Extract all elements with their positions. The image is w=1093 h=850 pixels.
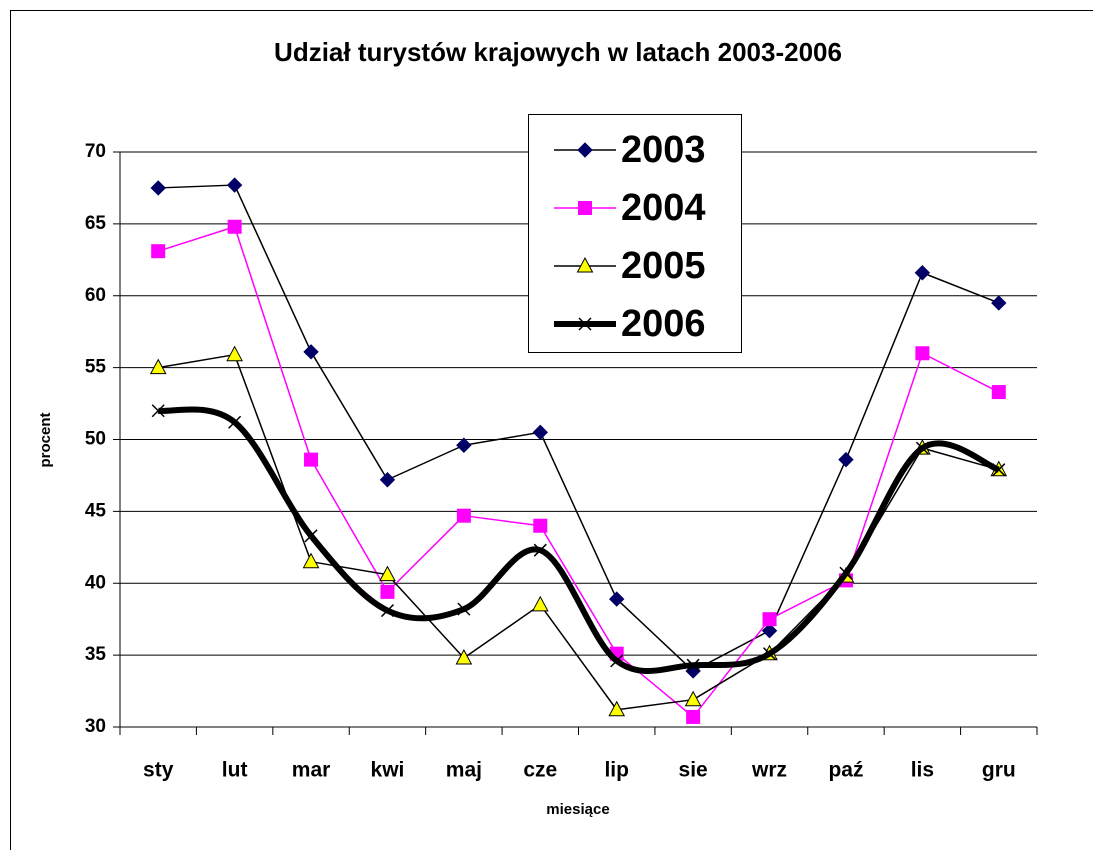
marker <box>302 552 320 569</box>
marker <box>915 346 930 361</box>
marker <box>151 404 165 418</box>
marker <box>457 602 471 616</box>
marker <box>228 415 242 429</box>
marker <box>150 180 166 196</box>
x-tick-label: lis <box>911 759 934 782</box>
x-tick-label: paź <box>828 759 863 782</box>
marker <box>838 451 854 468</box>
marker <box>991 385 1006 400</box>
marker <box>379 565 396 582</box>
x-tick-label: gru <box>982 759 1016 782</box>
marker <box>533 543 547 557</box>
marker <box>226 177 243 193</box>
marker <box>149 358 167 375</box>
series <box>150 177 1007 679</box>
marker <box>304 529 318 543</box>
marker <box>151 244 166 259</box>
chart-title: Udział turystów krajowych w latach 2003-… <box>274 37 842 67</box>
marker <box>576 256 594 273</box>
marker <box>578 317 592 331</box>
y-tick-label: 45 <box>85 500 107 521</box>
marker <box>761 622 778 639</box>
marker <box>455 648 473 665</box>
x-tick-label: sty <box>143 759 174 782</box>
legend-box <box>528 114 742 353</box>
y-axis-label: procent <box>37 412 54 467</box>
y-tick-label: 40 <box>85 572 106 593</box>
marker <box>227 219 242 234</box>
x-tick-label: wrz <box>751 759 787 782</box>
marker <box>532 424 548 441</box>
marker <box>992 463 1006 477</box>
marker <box>610 654 624 668</box>
marker <box>456 437 472 453</box>
marker <box>304 452 319 467</box>
marker <box>577 142 593 158</box>
legend-label: 2004 <box>621 187 706 229</box>
marker <box>531 595 549 612</box>
marker <box>533 518 548 533</box>
x-tick-label: sie <box>679 759 708 782</box>
marker <box>763 647 777 661</box>
x-tick-label: mar <box>292 759 331 782</box>
series-line <box>158 184 1000 672</box>
legend-label: 2005 <box>621 245 706 287</box>
series-line <box>157 406 1000 675</box>
marker <box>379 472 396 488</box>
marker <box>226 345 243 362</box>
legend-label: 2006 <box>621 303 706 345</box>
marker <box>915 441 929 455</box>
marker <box>609 591 625 607</box>
y-tick-label: 70 <box>85 141 106 162</box>
legend-label: 2003 <box>621 129 706 171</box>
x-tick-label: maj <box>446 759 482 782</box>
x-tick-label: lip <box>604 759 629 782</box>
x-tick-label: cze <box>523 759 557 782</box>
series-line <box>157 226 1000 718</box>
marker <box>380 584 395 599</box>
marker <box>456 508 471 523</box>
series <box>151 404 1006 675</box>
marker <box>380 604 394 618</box>
y-tick-label: 30 <box>85 716 106 737</box>
y-tick-label: 55 <box>85 357 107 378</box>
y-tick-label: 50 <box>85 429 106 450</box>
marker <box>686 709 701 724</box>
marker <box>991 295 1007 311</box>
marker <box>303 344 319 360</box>
y-tick-label: 35 <box>85 644 107 665</box>
marker <box>578 201 592 215</box>
marker <box>762 612 777 627</box>
marker <box>914 265 931 281</box>
marker <box>684 690 702 707</box>
x-tick-label: lut <box>222 759 248 782</box>
marker <box>839 566 853 580</box>
x-tick-label: kwi <box>371 759 405 782</box>
y-tick-label: 65 <box>85 213 107 234</box>
y-tick-label: 60 <box>85 285 106 306</box>
x-axis-label: miesiące <box>546 801 609 818</box>
marker <box>686 658 700 672</box>
marker <box>608 700 626 717</box>
